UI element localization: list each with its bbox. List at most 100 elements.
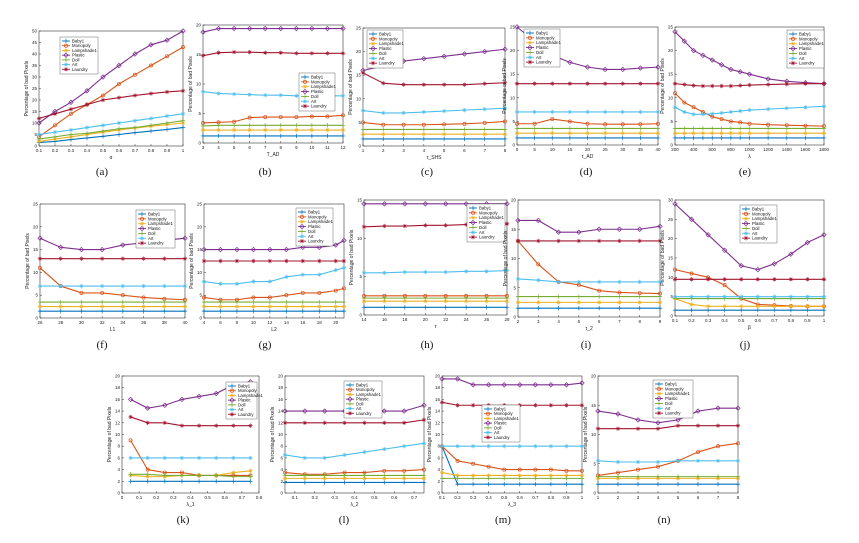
legend-label: Lampshade1: [799, 41, 824, 46]
data-point: [322, 476, 327, 481]
y-tick-label: 4: [117, 467, 120, 472]
legend-label: Monopoly: [308, 214, 327, 219]
x-tick-label: 12: [267, 320, 273, 325]
legend: Baby1MonopolyLampshade1PlasticDollArtLau…: [295, 207, 333, 247]
data-point: [278, 115, 283, 119]
data-point: [165, 54, 169, 59]
y-tick-label: 10: [511, 256, 517, 261]
data-point: [821, 277, 827, 282]
series-line-monopoly: [38, 46, 184, 138]
series-line-lampshade1: [38, 122, 184, 142]
data-point: [325, 133, 330, 139]
data-point: [682, 126, 687, 131]
legend-label: Laundry: [238, 412, 254, 417]
data-point: [617, 290, 622, 295]
data-point: [515, 121, 519, 126]
data-point: [340, 93, 346, 98]
x-tick-label: 14: [361, 317, 367, 322]
data-point: [803, 135, 808, 141]
data-point: [735, 423, 741, 428]
data-point: [719, 110, 724, 116]
y-tick-label: 0: [670, 143, 673, 148]
data-point: [805, 277, 810, 282]
data-point: [585, 135, 590, 141]
y-tick-label: 0: [513, 315, 516, 320]
data-point: [401, 408, 407, 414]
data-point: [722, 277, 727, 282]
data-point: [421, 132, 427, 137]
data-point: [68, 134, 74, 139]
y-tick-label: 2: [280, 479, 283, 484]
data-point: [695, 474, 701, 479]
x-tick-label: 35: [638, 147, 644, 152]
data-point: [201, 299, 207, 305]
data-point: [200, 123, 206, 129]
data-point: [502, 132, 508, 137]
data-point: [293, 25, 300, 32]
data-point: [805, 308, 810, 313]
legend-marker: [527, 44, 533, 51]
data-point: [401, 473, 407, 478]
data-point: [486, 482, 491, 487]
data-point: [278, 93, 283, 98]
legend-label: Baby1: [238, 384, 251, 389]
x-tick-label: 4: [203, 320, 206, 325]
y-axis-label: Percentage of bad Pixels: [427, 406, 433, 462]
data-point: [563, 382, 570, 388]
data-point: [317, 299, 322, 305]
legend-label: Doll: [479, 225, 486, 230]
x-tick-label: 0.5: [100, 148, 107, 153]
y-tick-label: 40: [32, 52, 38, 57]
data-point: [132, 51, 138, 57]
legend-marker: [370, 56, 376, 61]
y-tick-label: 8: [280, 444, 283, 449]
data-point: [382, 480, 387, 485]
data-point: [462, 132, 467, 137]
x-tick-label: 0.4: [351, 495, 358, 500]
data-point: [443, 201, 449, 207]
data-point: [672, 135, 678, 141]
data-point: [402, 295, 408, 301]
data-point: [231, 470, 236, 475]
series-line-laundry: [362, 72, 506, 86]
data-point: [381, 201, 388, 207]
data-point: [637, 306, 642, 311]
legend-marker: [229, 383, 235, 389]
x-tick-label: 0.1: [439, 495, 446, 500]
data-point: [342, 476, 347, 481]
data-point: [141, 256, 146, 261]
legend-label: Baby1: [479, 206, 492, 211]
data-point: [322, 473, 327, 478]
series-line-plastic: [518, 219, 661, 233]
data-point: [333, 288, 338, 293]
y-tick-label: 20: [33, 224, 39, 229]
legend-marker: [347, 392, 353, 397]
data-point: [638, 126, 643, 131]
data-point: [471, 461, 476, 466]
data-point: [201, 308, 207, 314]
data-point: [402, 468, 407, 473]
data-point: [361, 270, 367, 276]
x-tick-label: 0.7: [532, 495, 539, 500]
legend-marker: [299, 238, 305, 244]
legend-label: Art: [536, 55, 542, 60]
legend-label: Monopoly: [752, 211, 771, 216]
data-point: [536, 306, 541, 311]
x-tick-label: 15: [567, 147, 573, 152]
data-point: [672, 201, 678, 207]
legend-marker: [743, 220, 749, 227]
data-point: [602, 66, 608, 73]
legend-marker: [347, 411, 353, 416]
data-point: [141, 308, 146, 314]
data-point: [710, 135, 715, 141]
data-point: [504, 221, 510, 226]
data-point: [672, 29, 678, 35]
data-point: [401, 444, 407, 449]
legend-label: Monopoly: [665, 386, 684, 391]
legend-marker: [140, 216, 144, 221]
legend-marker: [527, 55, 533, 60]
data-point: [216, 123, 221, 128]
data-point: [514, 109, 520, 115]
data-point: [737, 83, 743, 88]
legend: Baby1MonopolyLampshade1PlasticDollArtLau…: [739, 204, 777, 244]
